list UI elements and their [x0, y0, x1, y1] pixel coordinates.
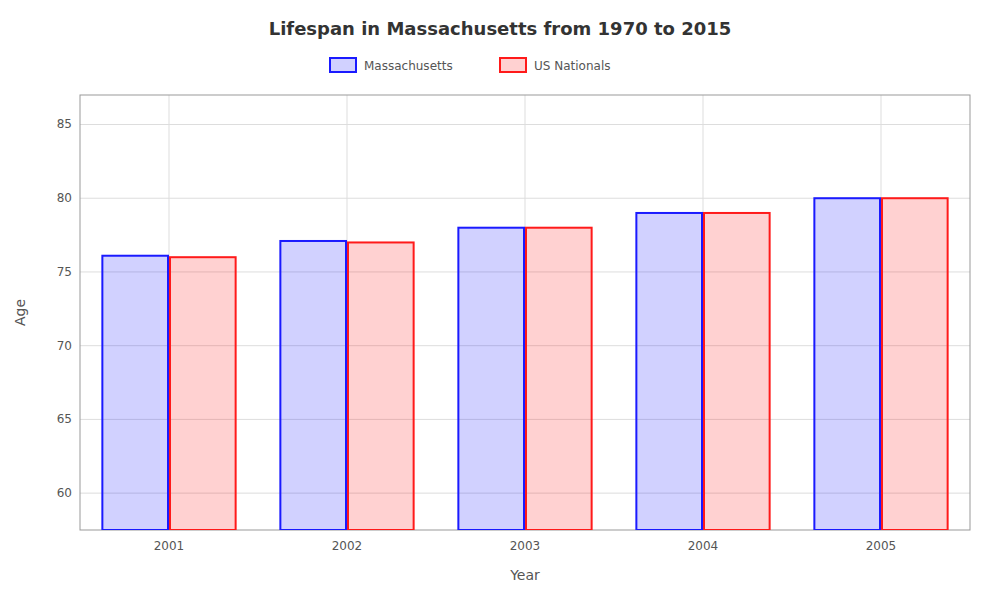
- bar: [526, 228, 592, 530]
- plot-frame: [80, 95, 970, 530]
- y-tick-label: 65: [57, 412, 72, 426]
- chart-svg: 60 65 70 75 80 85 2001 2002 2003 2004 2005 Year Age L…: [0, 0, 1000, 600]
- y-axis-label: Age: [12, 299, 28, 326]
- bars: [102, 198, 947, 530]
- y-tick-label: 70: [57, 339, 72, 353]
- y-tick-label: 80: [57, 191, 72, 205]
- y-tick-label: 75: [57, 265, 72, 279]
- x-axis-label: Year: [509, 567, 540, 583]
- bar: [348, 242, 414, 530]
- bar: [704, 213, 770, 530]
- chart-container: 60 65 70 75 80 85 2001 2002 2003 2004 2005 Year Age L…: [0, 0, 1000, 600]
- x-tick-label: 2005: [866, 539, 897, 553]
- title: Lifespan in Massachusetts from 1970 to 2…: [269, 18, 732, 39]
- bar: [814, 198, 880, 530]
- x-tick-label: 2002: [332, 539, 363, 553]
- legend-swatch: [330, 58, 356, 72]
- x-tick-label: 2004: [688, 539, 719, 553]
- bar: [458, 228, 524, 530]
- bar: [102, 256, 168, 530]
- y-tick-label: 85: [57, 117, 72, 131]
- legend-label: Massachusetts: [364, 59, 453, 73]
- bar: [882, 198, 948, 530]
- legend-label: US Nationals: [534, 59, 610, 73]
- legend: Massachusetts US Nationals: [330, 58, 610, 73]
- bar: [280, 241, 346, 530]
- bar: [636, 213, 702, 530]
- legend-swatch: [500, 58, 526, 72]
- x-tick-label: 2003: [510, 539, 541, 553]
- bar: [170, 257, 236, 530]
- grid: [80, 95, 970, 530]
- y-tick-label: 60: [57, 486, 72, 500]
- axes: 60 65 70 75 80 85 2001 2002 2003 2004 2005: [57, 117, 897, 553]
- x-tick-label: 2001: [154, 539, 185, 553]
